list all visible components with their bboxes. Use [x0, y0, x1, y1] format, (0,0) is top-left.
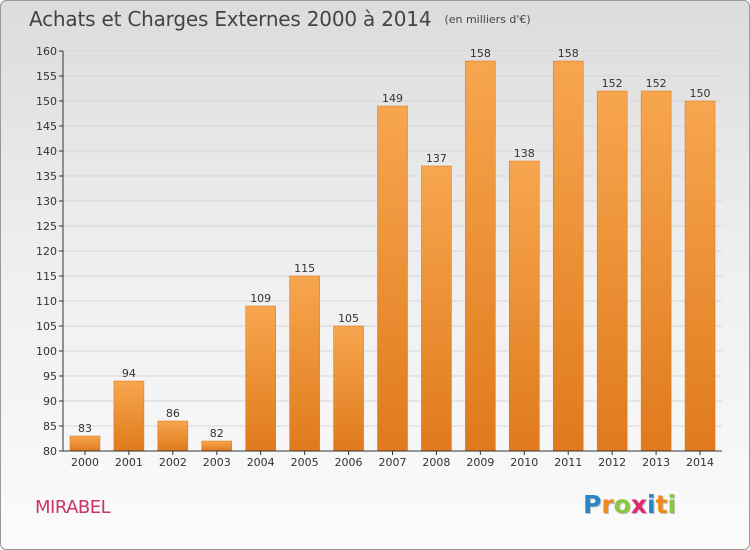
bar-2006: [333, 325, 364, 452]
x-tick-label: 2011: [554, 456, 582, 469]
x-tick-label: 2012: [598, 456, 626, 469]
y-tick-label: 125: [36, 220, 57, 233]
proxiti-logo[interactable]: Proxiti: [583, 490, 676, 519]
x-tick-label: 2004: [247, 456, 275, 469]
data-label: 152: [646, 77, 667, 90]
x-tick-label: 2006: [335, 456, 363, 469]
location-label: MIRABEL: [35, 497, 111, 518]
bar-2012: [596, 90, 628, 452]
bar-2003: [201, 440, 233, 452]
y-tick-label: 95: [43, 370, 57, 383]
bar-2001: [113, 380, 145, 452]
bar-2004: [245, 305, 276, 452]
data-label: 109: [250, 292, 271, 305]
y-tick-label: 150: [36, 95, 57, 108]
bar-2014: [684, 100, 716, 452]
y-tick-label: 130: [36, 195, 57, 208]
bars: [69, 60, 716, 452]
x-tick-label: 2001: [115, 456, 143, 469]
logo-letter: o: [613, 490, 631, 519]
data-label: 86: [166, 407, 180, 420]
logo-letter: t: [655, 490, 668, 519]
y-tick-label: 145: [36, 120, 57, 133]
data-label: 115: [294, 262, 315, 275]
logo-letter: x: [630, 490, 647, 519]
x-tick-label: 2008: [422, 456, 450, 469]
logo-letter: P: [583, 490, 602, 519]
y-tick-label: 120: [36, 245, 57, 258]
labels: 80 85 90 95 100 105 110 115 120 125 130 135 140 145 15…: [36, 45, 714, 469]
data-label: 152: [602, 77, 623, 90]
y-tick-label: 160: [36, 45, 57, 58]
data-label: 149: [382, 92, 403, 105]
x-tick-label: 2000: [71, 456, 99, 469]
logo-letter: i: [647, 490, 656, 519]
bar-2009: [465, 60, 496, 452]
title-row: Achats et Charges Externes 2000 à 2014 (…: [29, 7, 531, 31]
x-tick-label: 2002: [159, 456, 187, 469]
x-tick-label: 2009: [466, 456, 494, 469]
x-tick-label: 2014: [686, 456, 714, 469]
bar-2010: [509, 160, 540, 452]
x-tick-label: 2013: [642, 456, 670, 469]
y-tick-label: 135: [36, 170, 57, 183]
y-tick-label: 80: [43, 445, 57, 458]
bar-2008: [421, 165, 452, 452]
bar-2005: [289, 275, 320, 452]
bar-2013: [640, 90, 672, 452]
data-label: 105: [338, 312, 359, 325]
y-tick-label: 85: [43, 420, 57, 433]
data-label: 94: [122, 367, 136, 380]
data-label: 158: [558, 47, 579, 60]
data-label: 150: [690, 87, 711, 100]
y-tick-label: 115: [36, 270, 57, 283]
data-label: 138: [514, 147, 535, 160]
y-tick-label: 100: [36, 345, 57, 358]
bar-2011: [552, 60, 584, 452]
y-tick-label: 90: [43, 395, 57, 408]
data-label: 83: [78, 422, 92, 435]
logo-letter: i: [667, 490, 677, 519]
logo-letter: r: [601, 490, 614, 519]
bar-2007: [377, 105, 408, 452]
y-tick-label: 105: [36, 320, 57, 333]
y-tick-label: 110: [36, 295, 57, 308]
x-tick-label: 2010: [510, 456, 538, 469]
bar-2002: [157, 420, 189, 452]
bar-2000: [69, 435, 101, 452]
axes: [59, 50, 722, 455]
x-tick-label: 2003: [203, 456, 231, 469]
data-label: 158: [470, 47, 491, 60]
y-tick-label: 140: [36, 145, 57, 158]
x-tick-label: 2005: [291, 456, 319, 469]
data-label: 82: [210, 427, 224, 440]
x-tick-label: 2007: [379, 456, 407, 469]
data-label: 137: [426, 152, 447, 165]
y-tick-label: 155: [36, 70, 57, 83]
chart-title: Achats et Charges Externes 2000 à 2014: [29, 7, 432, 31]
chart-subtitle: (en milliers d'€): [444, 13, 531, 26]
